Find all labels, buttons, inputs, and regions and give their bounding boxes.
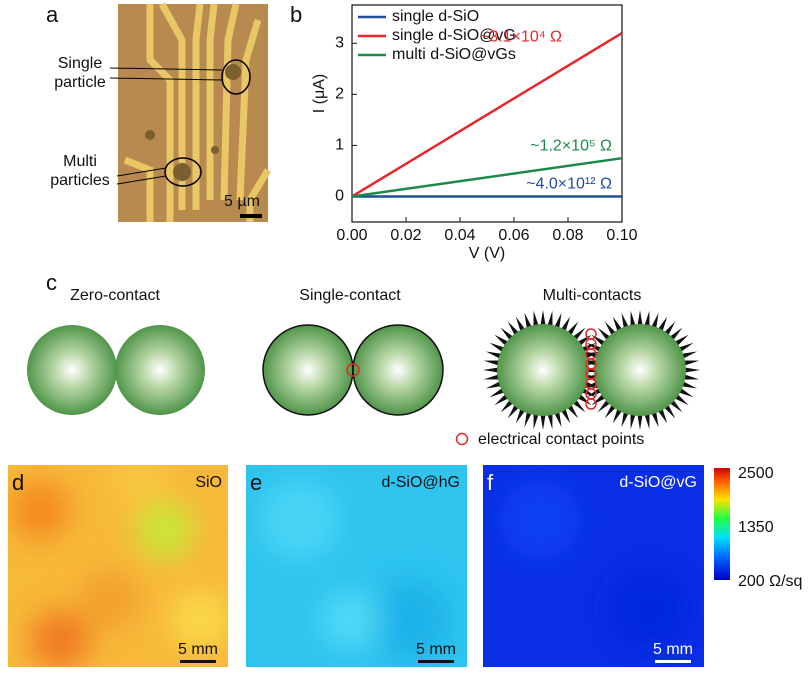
- x-tick-label: 0.08: [552, 227, 583, 244]
- spheres: [27, 310, 700, 445]
- diagram-title: Zero-contact: [70, 287, 160, 304]
- map-title: SiO: [195, 474, 222, 491]
- panel-label: f: [487, 470, 494, 495]
- spike: [684, 367, 700, 372]
- diagram-title: Multi-contacts: [543, 287, 642, 304]
- y-axis-label: I (μA): [311, 74, 328, 113]
- panel-label: b: [290, 2, 302, 27]
- annotation: Multi: [63, 153, 97, 170]
- annotation: particle: [54, 74, 106, 91]
- panel-label: e: [250, 470, 262, 495]
- annotation: ~4.0×10¹² Ω: [526, 176, 612, 193]
- diagram-title: Single-contact: [299, 287, 401, 304]
- annotation: ~3.1×10⁴ Ω: [480, 28, 562, 45]
- x-tick-label: 0.04: [444, 227, 475, 244]
- y-tick-label: 3: [335, 35, 344, 52]
- x-tick-label: 0.06: [498, 227, 529, 244]
- spike: [540, 414, 545, 430]
- annotation: ~1.2×10⁵ Ω: [530, 137, 612, 154]
- x-tick-label: 0.02: [390, 227, 421, 244]
- iv-chart: b 0.00 0.02 0.04 0.06 0.08 0.10 0 1 2 3 V (V) I (μA)…: [290, 2, 638, 262]
- map-title: d-SiO@vG: [619, 474, 697, 491]
- scale-label: 5 mm: [178, 641, 218, 658]
- y-tick-label: 2: [335, 86, 344, 103]
- y-tick-label: 0: [335, 188, 344, 205]
- annotation: Single: [58, 55, 103, 72]
- colorbar-label: 1350: [738, 519, 774, 536]
- spike: [637, 310, 642, 326]
- x-axis-label: V (V): [469, 245, 505, 262]
- colorbar: [714, 468, 730, 580]
- panel-label: d: [12, 470, 24, 495]
- spike: [540, 310, 545, 326]
- scale-label: 5 mm: [416, 641, 456, 658]
- scale-bar: [418, 660, 454, 663]
- y-tick-label: 1: [335, 137, 344, 154]
- legend-label: multi d-SiO@vGs: [392, 46, 516, 63]
- scale-bar: [180, 660, 216, 663]
- scale-label: 5 µm: [224, 193, 260, 210]
- heatmap: [246, 465, 467, 667]
- colorbar-label: 2500: [738, 465, 774, 482]
- spike: [483, 367, 499, 372]
- x-tick-label: 0.10: [606, 227, 637, 244]
- heatmap: [483, 465, 704, 667]
- panel-label: c: [46, 270, 57, 295]
- legend-label: single d-SiO: [392, 8, 479, 25]
- scale-bar: [655, 660, 691, 663]
- figure: a Single particle Multi particles 5 µm b…: [0, 0, 809, 672]
- annotation: particles: [50, 172, 110, 189]
- scale-label: 5 mm: [653, 641, 693, 658]
- colorbar-label: 200 Ω/sq: [738, 573, 802, 590]
- legend-label: electrical contact points: [478, 431, 644, 448]
- spike: [637, 414, 642, 430]
- map-title: d-SiO@hG: [382, 474, 460, 491]
- micrograph: [110, 4, 268, 222]
- panel-label: a: [46, 2, 59, 27]
- x-tick-label: 0.00: [336, 227, 367, 244]
